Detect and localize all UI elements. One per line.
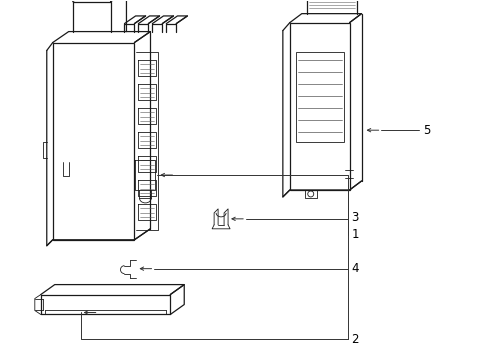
Text: 5: 5 (423, 124, 431, 137)
Text: 2: 2 (352, 333, 359, 346)
Text: 4: 4 (352, 262, 359, 275)
Bar (53, 42, 134, 240)
Text: 1: 1 (352, 228, 359, 241)
Bar (290, 23, 349, 190)
Bar (296, 53, 343, 142)
Text: 3: 3 (352, 211, 359, 224)
